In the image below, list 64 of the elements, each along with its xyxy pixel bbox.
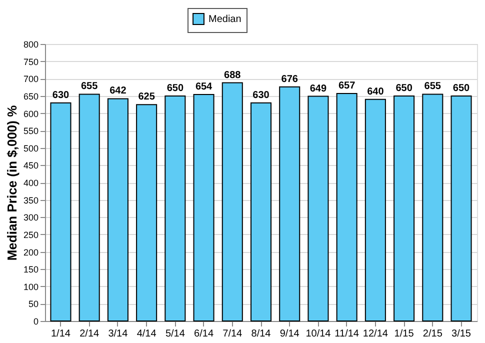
y-tick-label: 750 [23,56,38,67]
bar [336,93,358,322]
y-tick-label: 800 [23,40,38,50]
x-tick-label: 7/14 [222,328,243,340]
bar [78,94,100,322]
y-tick-label: 100 [23,282,38,292]
x-tick-label: 1/14 [51,328,71,340]
y-tick-label: 50 [28,299,38,310]
x-tick-label: 9/14 [280,328,300,340]
bar [279,86,300,322]
y-tick-label: 300 [23,212,38,223]
y-tick-label: 650 [23,91,38,102]
data-label: 655 [424,81,442,92]
data-label: 640 [367,86,384,98]
y-tick-label: 0 [33,316,38,326]
data-label: 625 [138,92,156,103]
y-axis-title: Median Price (in $,000) % [4,104,20,261]
y-tick-label: 450 [23,160,38,171]
bar [364,98,386,322]
x-tick-label: 6/14 [194,328,214,340]
bar [308,96,329,322]
data-label: 630 [252,90,270,101]
x-tick-label: 10/14 [306,328,332,340]
data-label: 654 [195,82,213,93]
bar [107,98,128,322]
y-tick-label: 150 [23,264,38,275]
x-tick-label: 3/15 [452,328,472,340]
data-label: 630 [52,90,70,101]
data-label: 655 [81,81,98,92]
x-tick-label: 11/14 [334,328,360,340]
bar [193,94,214,322]
bar [222,82,243,322]
bar [250,102,272,322]
x-tick-label: 2/14 [80,328,100,340]
data-label: 642 [110,86,127,97]
y-tick-label: 200 [23,247,38,258]
data-label: 649 [310,83,327,94]
bar [50,102,72,322]
data-label: 650 [166,82,184,94]
data-label: 650 [396,82,413,94]
y-tick-label: 600 [23,108,38,119]
x-tick-label: 5/14 [165,328,186,340]
data-label: 657 [338,80,356,92]
x-tick-label: 8/14 [251,328,272,340]
x-tick-label: 2/15 [422,328,443,340]
bar [422,94,444,322]
x-tick-label: 1/15 [394,328,414,340]
x-tick-label: 4/14 [136,328,157,340]
legend-label: Median [208,14,242,25]
data-label: 650 [452,82,470,94]
y-tick-label: 250 [23,230,38,240]
x-tick-label: 12/14 [362,328,388,340]
y-tick-label: 400 [23,178,38,188]
y-tick-label: 700 [23,74,38,84]
bar [450,95,472,322]
bar [164,95,186,322]
x-tick-label: 3/14 [108,328,128,340]
data-label: 676 [281,74,298,85]
y-tick-label: 350 [23,195,38,206]
y-tick-label: 550 [23,126,38,136]
data-label: 688 [224,70,242,81]
bar [136,104,158,322]
y-tick-label: 500 [23,143,38,154]
bar [394,95,415,322]
